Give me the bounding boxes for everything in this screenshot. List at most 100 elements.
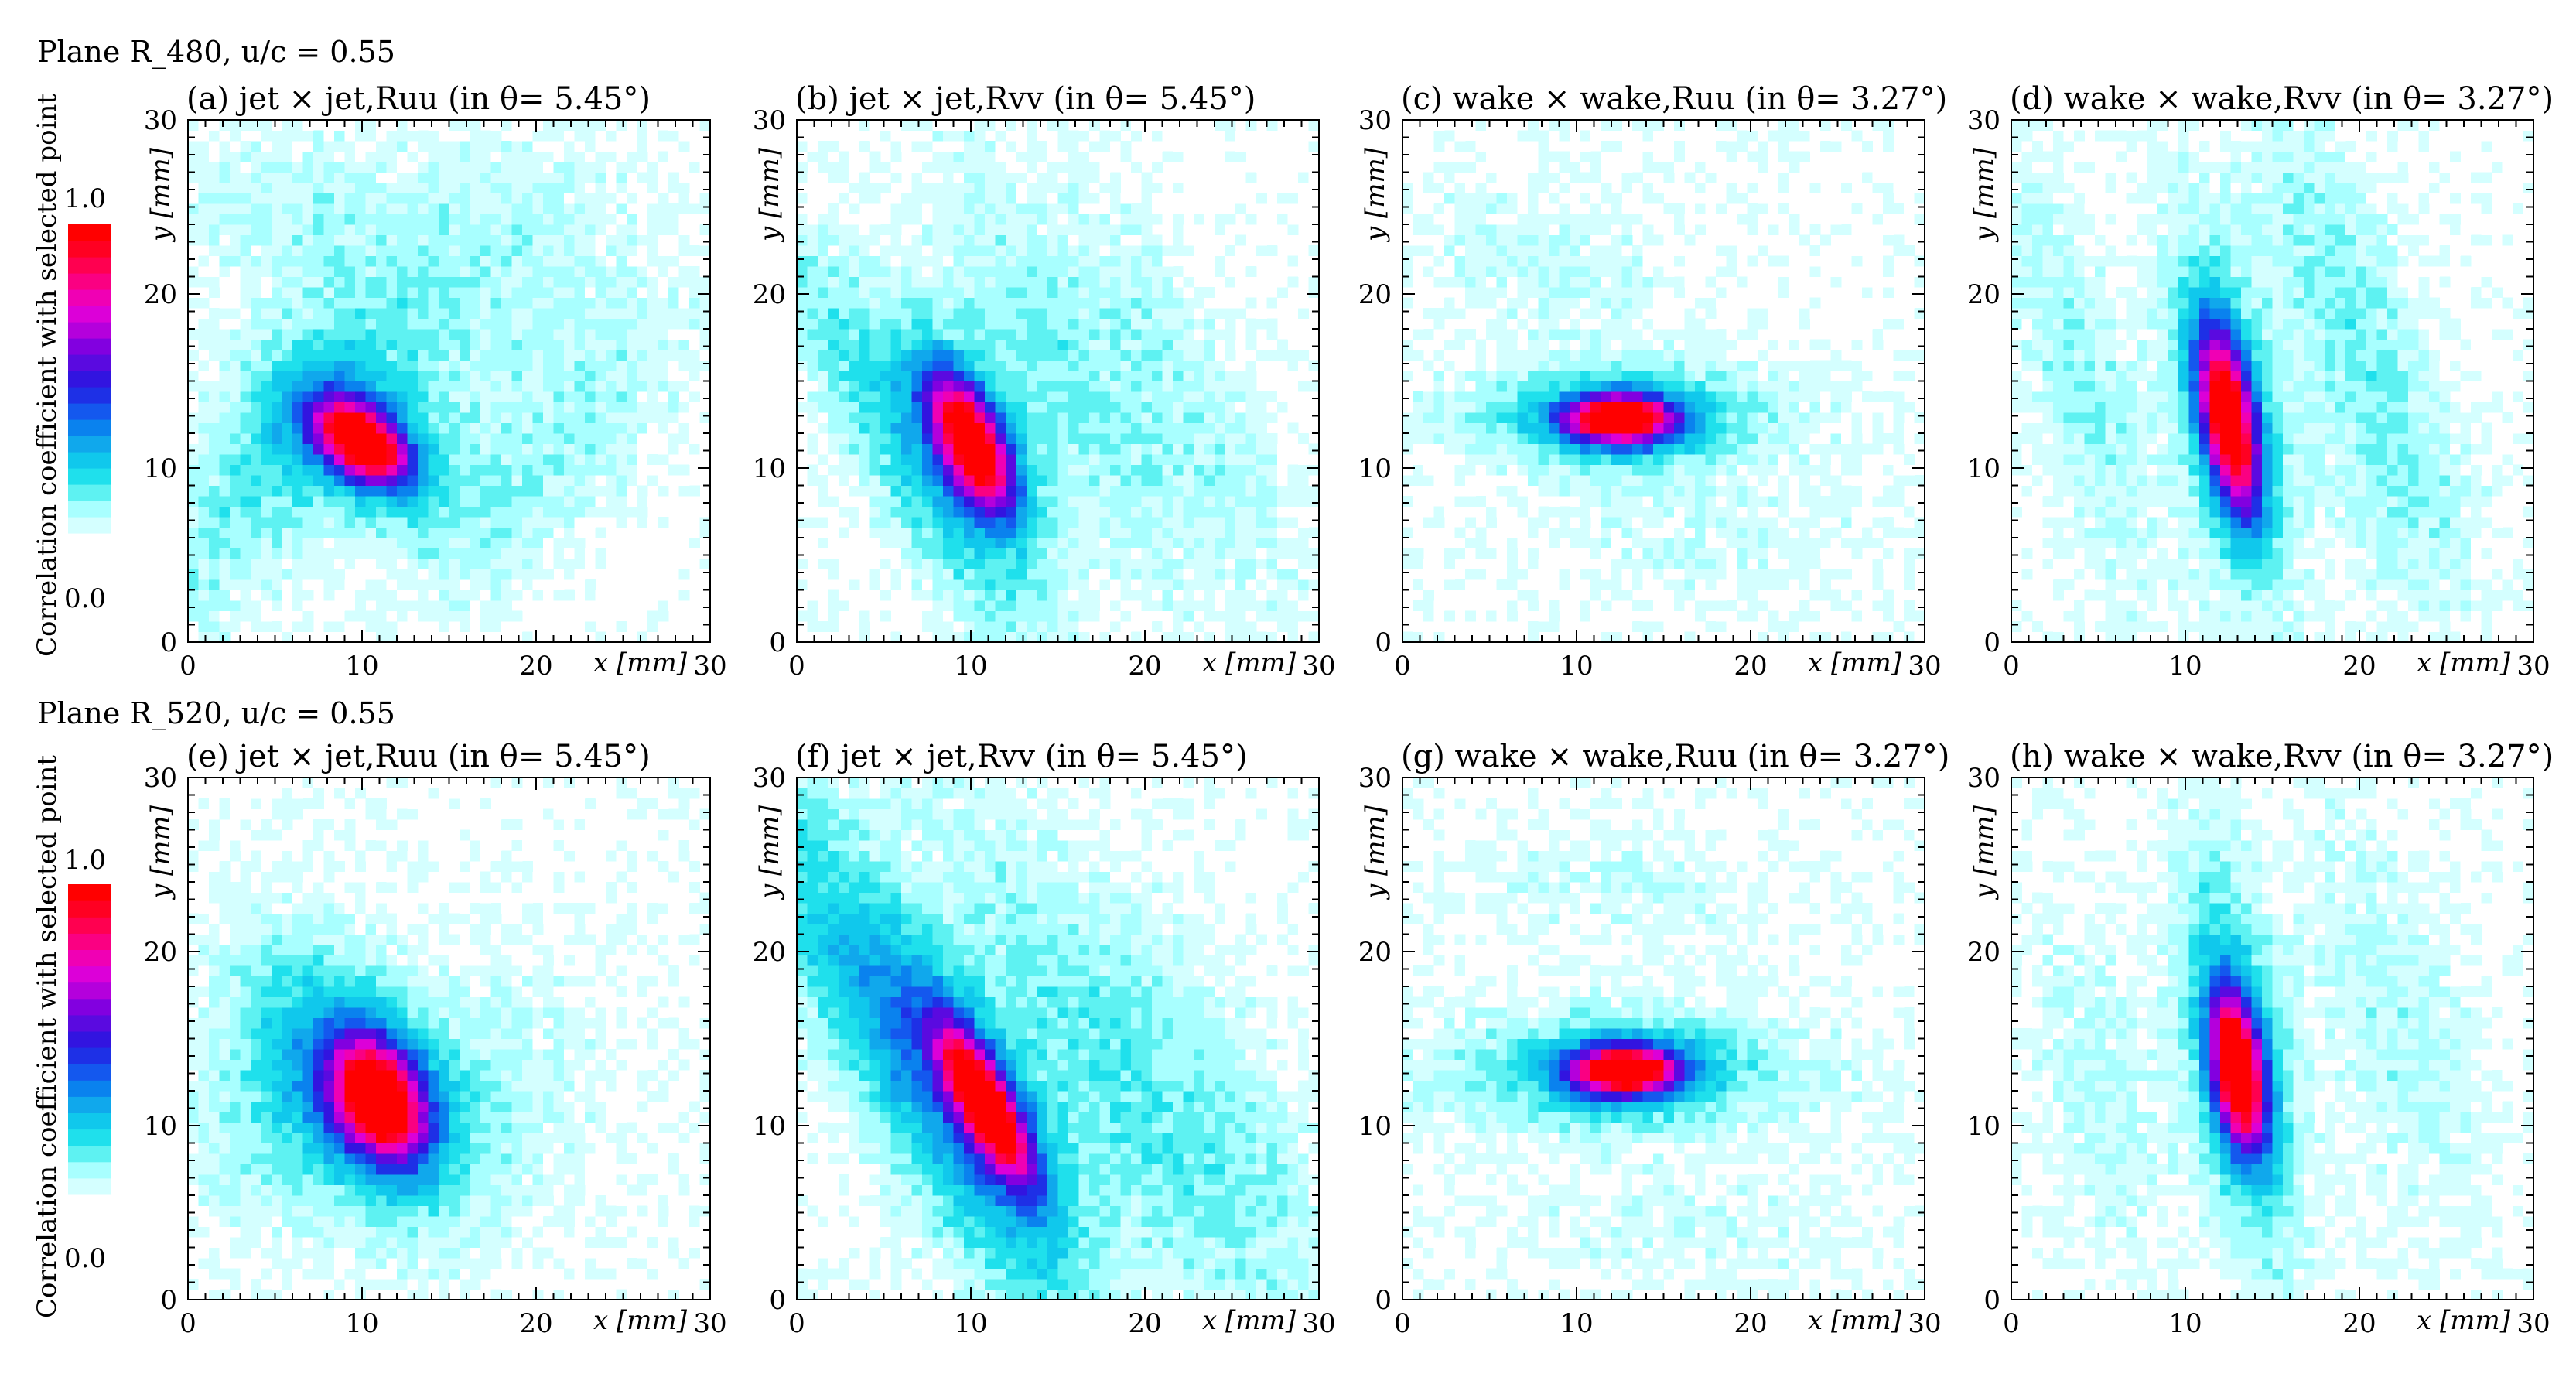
heatmap-cell (658, 224, 669, 235)
heatmap-cell (334, 464, 345, 476)
heatmap-cell (932, 443, 944, 455)
heatmap-cell (859, 371, 870, 381)
heatmap-cell (532, 569, 544, 580)
heatmap-cell (1173, 308, 1184, 319)
heatmap-cell (397, 422, 408, 434)
heatmap-cell (1027, 141, 1037, 152)
heatmap-cell (543, 276, 554, 288)
heatmap-cell (460, 464, 470, 476)
heatmap-cell (839, 360, 849, 371)
heatmap-cell (1068, 130, 1079, 142)
heatmap-cell (699, 193, 711, 204)
heatmap-cell (1183, 548, 1194, 559)
heatmap-cell (1245, 391, 1257, 402)
heatmap-cell (460, 276, 470, 288)
heatmap-cell (869, 579, 881, 590)
heatmap-cell (292, 485, 303, 497)
heatmap-cell (1162, 276, 1174, 288)
heatmap-cell (1152, 559, 1163, 569)
heatmap-cell (261, 339, 272, 350)
heatmap-cell (890, 391, 902, 402)
heatmap-cell (470, 141, 481, 152)
heatmap-cell (272, 308, 282, 319)
heatmap-cell (1235, 422, 1246, 434)
heatmap-cell (251, 151, 261, 162)
heatmap-cell (985, 245, 996, 256)
heatmap-cell (449, 193, 460, 204)
heatmap-cell (490, 203, 502, 214)
heatmap-cell (1183, 183, 1194, 193)
heatmap-cell (240, 141, 251, 152)
heatmap-cell (1308, 141, 1320, 152)
heatmap-cell (251, 276, 261, 288)
heatmap-cell (188, 631, 199, 643)
heatmap-cell (1204, 214, 1215, 225)
heatmap-cell (616, 517, 627, 528)
heatmap-cell (219, 297, 231, 309)
heatmap-cell (1057, 151, 1069, 162)
heatmap-cell (532, 422, 544, 434)
x-tick-label: 30 (1302, 651, 1335, 682)
heatmap-cell (428, 360, 439, 371)
heatmap-cell (470, 318, 481, 330)
colorbar-swatch (68, 436, 111, 453)
heatmap-cell (995, 538, 1006, 548)
heatmap-cell (240, 433, 251, 444)
heatmap-cell (511, 589, 523, 601)
heatmap-cell (355, 130, 366, 142)
heatmap-cell (564, 443, 575, 455)
heatmap-cell (1298, 255, 1309, 267)
heatmap-cell (251, 443, 261, 455)
heatmap-cell (943, 600, 954, 611)
heatmap-cell (230, 318, 241, 330)
heatmap-cell (418, 443, 429, 455)
heatmap-cell (480, 266, 491, 277)
heatmap-cell (1862, 621, 1873, 632)
heatmap-cell (407, 130, 419, 142)
heatmap-cell (689, 130, 700, 142)
heatmap-cell (1057, 496, 1069, 507)
heatmap-cell (386, 245, 398, 256)
heatmap-cell (470, 527, 481, 538)
heatmap-cell (1256, 183, 1267, 193)
heatmap-cell (418, 548, 429, 559)
heatmap-cell (964, 464, 975, 476)
heatmap-cell (1215, 538, 1225, 548)
heatmap-cell (1068, 151, 1079, 162)
heatmap-cell (1131, 443, 1142, 455)
heatmap-cell (574, 318, 586, 330)
heatmap-cell (543, 183, 554, 193)
heatmap-cell (251, 464, 261, 476)
heatmap-cell (344, 308, 356, 319)
heatmap-cell (1173, 266, 1184, 277)
heatmap-cell (365, 339, 377, 350)
heatmap-cell (428, 266, 439, 277)
heatmap-cell (1872, 621, 1884, 632)
heatmap-cell (418, 172, 429, 183)
heatmap-cell (1110, 130, 1121, 142)
heatmap-cell (376, 350, 387, 361)
heatmap-cell (564, 391, 575, 402)
heatmap-cell (313, 203, 324, 214)
heatmap-cell (490, 464, 502, 476)
heatmap-cell (859, 391, 870, 402)
heatmap-cell (689, 224, 700, 235)
heatmap-cell (985, 276, 996, 288)
heatmap-cell (678, 266, 690, 277)
heatmap-cell (1266, 276, 1278, 288)
heatmap-cell (1078, 569, 1090, 580)
heatmap-cell (890, 506, 902, 518)
heatmap-cell (522, 559, 533, 569)
heatmap-cell (1444, 621, 1455, 632)
heatmap-cell (1047, 548, 1058, 559)
heatmap-cell (511, 569, 523, 580)
heatmap-cell (470, 475, 481, 486)
heatmap-cell (606, 443, 617, 455)
heatmap-cell (1068, 600, 1079, 611)
heatmap-cell (1235, 266, 1246, 277)
heatmap-cell (668, 350, 679, 361)
heatmap-cell (1047, 402, 1058, 413)
heatmap-cell (932, 172, 944, 183)
heatmap-cell (344, 610, 356, 622)
heatmap-cell (365, 255, 377, 267)
